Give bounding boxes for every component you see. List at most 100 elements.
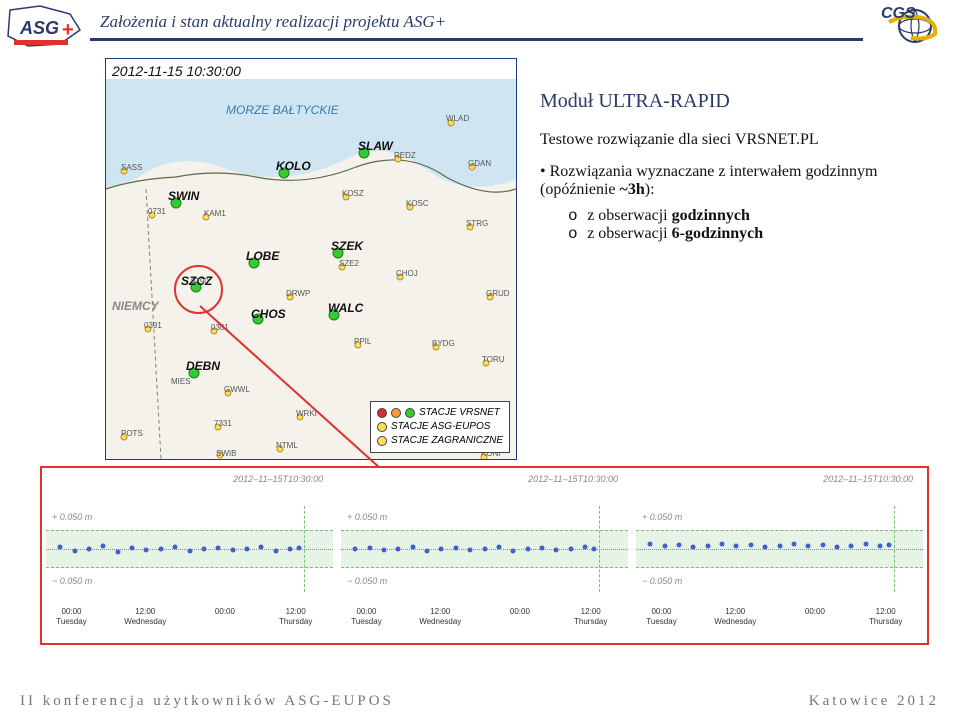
mini-mies: MIES [171, 377, 191, 386]
data-point [777, 543, 782, 548]
chart-points [636, 506, 923, 592]
xtick: 00:00 [510, 607, 530, 617]
data-point [87, 547, 92, 552]
data-point [539, 546, 544, 551]
station-chos: CHOS [251, 307, 286, 321]
data-point [705, 543, 710, 548]
data-point [806, 544, 811, 549]
station-slaw: SLAW [358, 139, 393, 153]
mini-pots: POTS [121, 429, 143, 438]
chart-panel-0: 2012–11–15T10:30:00+ 0.050 m− 0.050 m00:… [42, 468, 337, 643]
xtick: 12:00Wednesday [419, 607, 461, 627]
data-point [230, 547, 235, 552]
data-point [662, 544, 667, 549]
chart-ts: 2012–11–15T10:30:00 [341, 474, 628, 484]
mini-drwp: DRWP [286, 289, 310, 298]
chart-ts: 2012–11–15T10:30:00 [46, 474, 333, 484]
chart-points [46, 506, 333, 592]
map-legend: STACJE VRSNET STACJE ASG-EUPOS STACJE ZA… [370, 401, 510, 453]
logo-text: ASG [19, 18, 59, 38]
data-point [834, 545, 839, 550]
data-point [496, 545, 501, 550]
data-point [244, 547, 249, 552]
xtick: 12:00Thursday [574, 607, 607, 627]
legend-l1: STACJE VRSNET [419, 406, 500, 420]
xtick: 00:00Tuesday [646, 607, 676, 627]
station-kolo: KOLO [276, 159, 311, 173]
data-point [763, 545, 768, 550]
chart-body: + 0.050 m− 0.050 m [636, 506, 923, 592]
legend-l3: STACJE ZAGRANICZNE [391, 434, 503, 448]
data-point [849, 543, 854, 548]
xtick: 00:00 [215, 607, 235, 617]
map-timestamp: 2012-11-15 10:30:00 [112, 63, 241, 79]
data-point [568, 547, 573, 552]
data-point [353, 547, 358, 552]
chart-ts: 2012–11–15T10:30:00 [636, 474, 923, 484]
sub-b: z obserwacji 6-godzinnych [568, 225, 929, 243]
sub-a-pre: z obserwacji [587, 207, 671, 224]
data-point [115, 549, 120, 554]
data-point [201, 547, 206, 552]
mini-choj: CHOJ [396, 269, 418, 278]
slide-header: ASG + Założenia i stan aktualny realizac… [0, 0, 959, 52]
station-lobe: LOBE [246, 249, 279, 263]
data-point [820, 542, 825, 547]
mini-gwwl: GWWL [224, 385, 250, 394]
data-point [101, 544, 106, 549]
data-point [58, 545, 63, 550]
mini-kosc: KOSC [406, 199, 429, 208]
mini-grud: GRUD [486, 289, 510, 298]
xtick: 00:00Tuesday [351, 607, 381, 627]
slide-title: Założenia i stan aktualny realizacji pro… [90, 12, 863, 41]
mini-strg: STRG [466, 219, 488, 228]
mini-swib: SWIB [216, 449, 236, 458]
station-szek: SZEK [331, 239, 363, 253]
legend-l2: STACJE ASG-EUPOS [391, 420, 490, 434]
data-point [296, 546, 301, 551]
sub-b-pre: z obserwacji [587, 225, 671, 242]
footer-left: II konferencja użytkowników ASG-EUPOS [20, 693, 394, 710]
logo-plus: + [62, 19, 74, 41]
mini-7331: 7331 [214, 419, 232, 428]
data-point [554, 547, 559, 552]
mini-kosz: KOSZ [342, 189, 364, 198]
xtick: 12:00Thursday [279, 607, 312, 627]
chart-panel-1: 2012–11–15T10:30:00+ 0.050 m− 0.050 m00:… [337, 468, 632, 643]
data-point [382, 547, 387, 552]
data-point [216, 546, 221, 551]
data-point [582, 545, 587, 550]
data-point [468, 547, 473, 552]
data-point [259, 545, 264, 550]
sea-label: MORZE BAŁTYCKIE [226, 103, 339, 117]
logo-asg-plus: ASG + [0, 0, 90, 52]
data-point [130, 546, 135, 551]
station-swin: SWIN [168, 189, 199, 203]
bullet-pre: Rozwiązania wyznaczane z interwałem godz… [540, 163, 877, 198]
bullet-main: Rozwiązania wyznaczane z interwałem godz… [540, 163, 929, 199]
data-point [734, 544, 739, 549]
data-point [425, 548, 430, 553]
data-point [453, 546, 458, 551]
data-point [691, 545, 696, 550]
charts-strip: 2012–11–15T10:30:00 + 0.050 m− 0.050 m 00:… [40, 466, 929, 645]
sub-a-b: godzinnych [672, 207, 750, 224]
data-point [677, 542, 682, 547]
sub-a: z obserwacji godzinnych [568, 207, 929, 225]
data-point [396, 547, 401, 552]
data-point [591, 547, 596, 552]
data-point [648, 541, 653, 546]
module-title: Moduł ULTRA-RAPID [540, 90, 929, 113]
mini-sze2: SZE2 [339, 259, 359, 268]
mini-toru: TORU [482, 355, 505, 364]
mini-sass: SASS [121, 163, 142, 172]
data-point [173, 545, 178, 550]
mini-ntml: NTML [276, 441, 298, 450]
svg-text:CGS: CGS [881, 5, 916, 22]
mini-ppil: PPIL [354, 337, 371, 346]
subtitle: Testowe rozwiązanie dla sieci VRSNET.PL [540, 131, 929, 149]
xtick: 00:00Tuesday [56, 607, 86, 627]
chart-xaxis: 00:00Tuesday 12:00Wednesday 00:00 12:00Thur… [337, 607, 632, 635]
chart-xaxis: 00:00Tuesday12:00Wednesday00:0012:00Thur… [632, 607, 927, 635]
vrsnet-map: 2012-11-15 10:30:00 MORZE BAŁTYCKIE NIEM… [105, 58, 517, 460]
